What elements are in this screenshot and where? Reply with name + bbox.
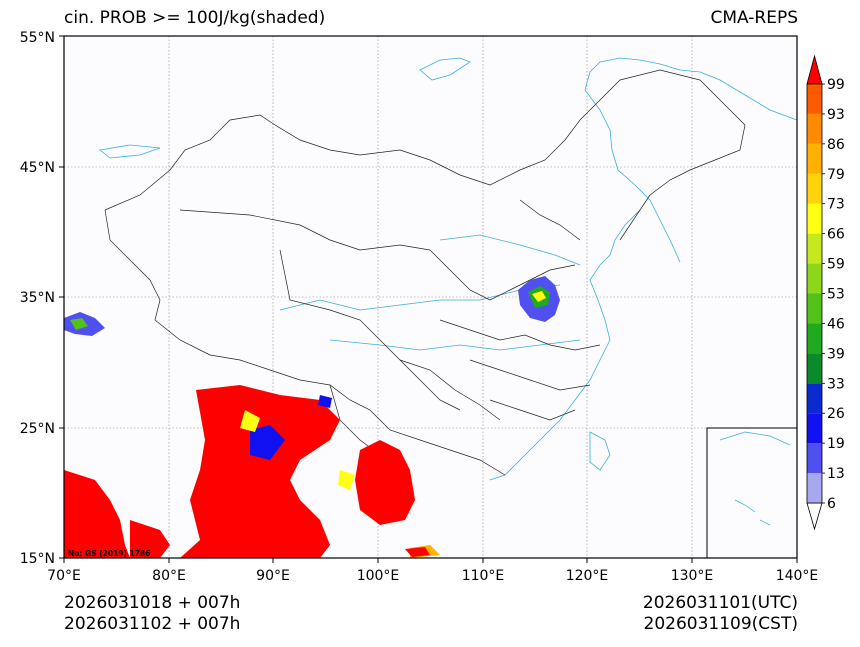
colorbar-label: 39 bbox=[827, 346, 845, 362]
colorbar-segment bbox=[807, 353, 822, 384]
colorbar-segment bbox=[807, 383, 822, 414]
colorbar-arrow-min bbox=[806, 502, 823, 531]
approval-note: No: GS (2019) 1786 bbox=[68, 549, 150, 558]
longitude-labels: 70°E 80°E 90°E 100°E 110°E 120°E 130°E 1… bbox=[47, 568, 818, 584]
colorbar-label: 26 bbox=[827, 406, 845, 422]
colorbar: 6 13 19 26 33 39 46 53 59 66 73 79 86 93 99 bbox=[806, 54, 845, 531]
lat-label: 45°N bbox=[20, 160, 55, 176]
colorbar-label: 73 bbox=[827, 197, 845, 213]
lon-label: 140°E bbox=[776, 568, 819, 584]
colorbar-segment bbox=[807, 443, 822, 474]
colorbar-segment bbox=[807, 473, 822, 503]
colorbar-arrow-max bbox=[806, 54, 823, 85]
lon-label: 120°E bbox=[566, 568, 609, 584]
colorbar-segment bbox=[807, 84, 822, 114]
colorbar-segment bbox=[807, 263, 822, 294]
lat-label: 25°N bbox=[20, 421, 55, 437]
colorbar-segment bbox=[807, 293, 822, 324]
lon-label: 100°E bbox=[357, 568, 400, 584]
colorbar-label: 13 bbox=[827, 466, 845, 482]
lon-label: 130°E bbox=[671, 568, 714, 584]
colorbar-label: 99 bbox=[827, 77, 845, 93]
colorbar-label: 59 bbox=[827, 257, 845, 273]
lat-label: 55°N bbox=[20, 30, 55, 46]
lon-label: 70°E bbox=[47, 568, 81, 584]
lat-label: 35°N bbox=[20, 290, 55, 306]
colorbar-label: 79 bbox=[827, 167, 845, 183]
south-china-sea-inset bbox=[706, 427, 798, 559]
colorbar-label: 19 bbox=[827, 436, 845, 452]
model-name: CMA-REPS bbox=[710, 8, 798, 28]
valid-time: 2026031101(UTC) 2026031109(CST) bbox=[643, 593, 798, 635]
colorbar-segment bbox=[807, 413, 822, 444]
colorbar-segment bbox=[807, 203, 822, 234]
colorbar-segment bbox=[807, 323, 822, 354]
map-title: cin. PROB >= 100J/kg(shaded) bbox=[64, 8, 326, 28]
lon-label: 110°E bbox=[462, 568, 505, 584]
colorbar-segment bbox=[807, 113, 822, 144]
colorbar-label: 6 bbox=[827, 496, 836, 512]
colorbar-label: 93 bbox=[827, 107, 845, 123]
colorbar-segment bbox=[807, 173, 822, 204]
init-time: 2026031018 + 007h 2026031102 + 007h bbox=[64, 593, 240, 635]
colorbar-label: 33 bbox=[827, 376, 845, 392]
colorbar-segment bbox=[807, 143, 822, 174]
map-background bbox=[64, 36, 797, 558]
colorbar-label: 46 bbox=[827, 316, 845, 332]
lon-label: 90°E bbox=[256, 568, 290, 584]
lon-label: 80°E bbox=[152, 568, 186, 584]
colorbar-segment bbox=[807, 233, 822, 264]
colorbar-label: 53 bbox=[827, 287, 845, 303]
init-utc: 2026031018 + 007h bbox=[64, 593, 241, 613]
valid-utc: 2026031101(UTC) bbox=[642, 593, 798, 613]
lat-label: 15°N bbox=[20, 551, 55, 567]
probability-shading bbox=[64, 276, 560, 558]
colorbar-label: 86 bbox=[827, 137, 845, 153]
latitude-labels: 55°N 45°N 35°N 25°N 15°N bbox=[20, 30, 55, 567]
colorbar-label: 66 bbox=[827, 227, 845, 243]
init-cst: 2026031102 + 007h bbox=[64, 614, 241, 634]
valid-cst: 2026031109(CST) bbox=[643, 614, 798, 634]
